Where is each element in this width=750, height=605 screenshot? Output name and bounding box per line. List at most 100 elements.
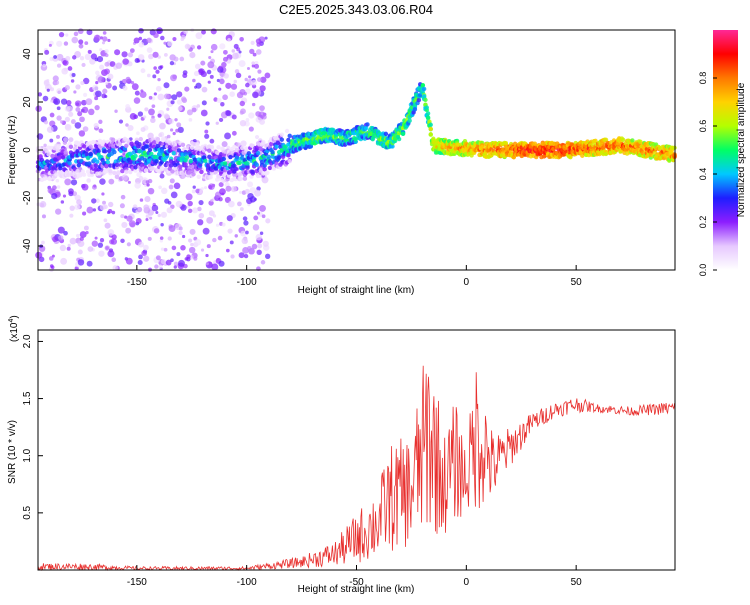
colorbar-tick-label: 0.0 (698, 264, 708, 277)
heatmap-cell (428, 122, 433, 127)
heatmap-cell (68, 188, 74, 195)
snr-scale-close: ) (9, 315, 20, 318)
heatmap-cell (244, 188, 250, 194)
heatmap-cell (232, 144, 237, 150)
heatmap-cell (420, 83, 426, 88)
heatmap-cell (124, 169, 129, 174)
heatmap-cell (144, 107, 149, 112)
heatmap-cell (107, 73, 114, 80)
heatmap-cell (195, 82, 202, 89)
heatmap-cell (163, 41, 167, 45)
heatmap-cell (93, 122, 99, 129)
heatmap-cell (64, 178, 72, 186)
heatmap-cell (218, 87, 222, 91)
heatmap-cell (43, 120, 48, 125)
heatmap-cell (52, 75, 59, 82)
heatmap-cell (159, 166, 165, 172)
x-tick-label: 0 (464, 277, 470, 288)
heatmap-cell (52, 185, 57, 191)
heatmap-cell (396, 136, 402, 142)
y-tick-label: -40 (22, 238, 33, 253)
heatmap-cell (101, 139, 107, 144)
heatmap-cell (79, 116, 85, 123)
heatmap-cell (225, 185, 232, 192)
heatmap-cell (125, 123, 129, 127)
heatmap-cell (182, 73, 188, 79)
heatmap-cell (107, 229, 115, 236)
heatmap-cell (98, 119, 103, 124)
heatmap-cell (110, 238, 118, 245)
heatmap-cell (218, 182, 224, 188)
heatmap-cell (58, 235, 64, 241)
heatmap-cell (181, 96, 187, 102)
heatmap-cell (227, 37, 231, 42)
heatmap-cell (226, 145, 231, 150)
heatmap-cell (167, 40, 173, 47)
colorbar-tick-label: 0.6 (698, 120, 708, 133)
heatmap-cell (261, 176, 269, 184)
heatmap-cell (231, 130, 237, 136)
heatmap-cell (198, 212, 205, 219)
heatmap-cell (166, 134, 171, 139)
colorbar-label: Normalized spectral amplitude (736, 82, 747, 217)
heatmap-cell (146, 183, 150, 187)
heatmap-cell (164, 198, 170, 204)
heatmap-cell (74, 122, 82, 129)
snr-line (37, 365, 675, 572)
y-tick-label: 0 (22, 147, 33, 153)
heatmap-cell (207, 61, 215, 69)
heatmap-cell (81, 62, 86, 68)
heatmap-cell (186, 44, 191, 49)
heatmap-cell (203, 158, 208, 164)
heatmap-cell (196, 45, 202, 50)
heatmap-cell (255, 233, 263, 241)
heatmap-cell (256, 186, 261, 191)
heatmap-cell (245, 165, 250, 170)
heatmap-cell (255, 49, 262, 55)
heatmap-cell (62, 194, 67, 198)
heatmap-cell (240, 140, 247, 147)
heatmap-cell (65, 33, 69, 37)
heatmap-cell (125, 104, 131, 109)
heatmap-cell (187, 170, 192, 175)
heatmap-cell (257, 243, 263, 249)
heatmap-cell (173, 182, 181, 190)
heatmap-cell (75, 149, 80, 154)
heatmap-cell (128, 220, 136, 228)
heatmap-cell (201, 86, 208, 93)
heatmap-cell (82, 211, 87, 216)
heatmap-cell (56, 115, 62, 121)
heatmap-cell (205, 253, 209, 258)
heatmap-cell (138, 41, 145, 48)
heatmap-cell (97, 76, 105, 83)
heatmap-cell (42, 63, 46, 68)
heatmap-cell (65, 99, 72, 106)
heatmap-cell (81, 106, 89, 114)
snr-series-line (37, 365, 675, 572)
heatmap-cell (261, 214, 266, 219)
heatmap-cell (160, 247, 165, 251)
colorbar: 0.0 0.2 0.4 0.6 0.8 Normalized spectral ampl… (698, 30, 747, 276)
heatmap-cell (237, 201, 242, 207)
heatmap-cell (108, 178, 115, 185)
heatmap-cell (212, 237, 217, 243)
heatmap-cell (197, 206, 202, 212)
heatmap-cell (221, 141, 228, 148)
heatmap-cell (152, 51, 159, 58)
heatmap-cell (252, 91, 259, 99)
heatmap-cell (228, 200, 235, 208)
heatmap-cell (70, 119, 76, 125)
heatmap-cell (72, 173, 78, 179)
heatmap-cell (87, 49, 92, 54)
heatmap-cell (35, 251, 43, 259)
heatmap-cell (251, 79, 257, 86)
heatmap-cell (213, 166, 219, 171)
heatmap-cell (50, 153, 55, 159)
heatmap-cell (138, 27, 144, 34)
heatmap-cell (69, 213, 74, 218)
heatmap-cell (204, 129, 209, 134)
heatmap-cell (134, 182, 141, 189)
heatmap-cell (42, 95, 49, 102)
heatmap-cell (180, 37, 185, 42)
heatmap-cell (178, 226, 183, 231)
